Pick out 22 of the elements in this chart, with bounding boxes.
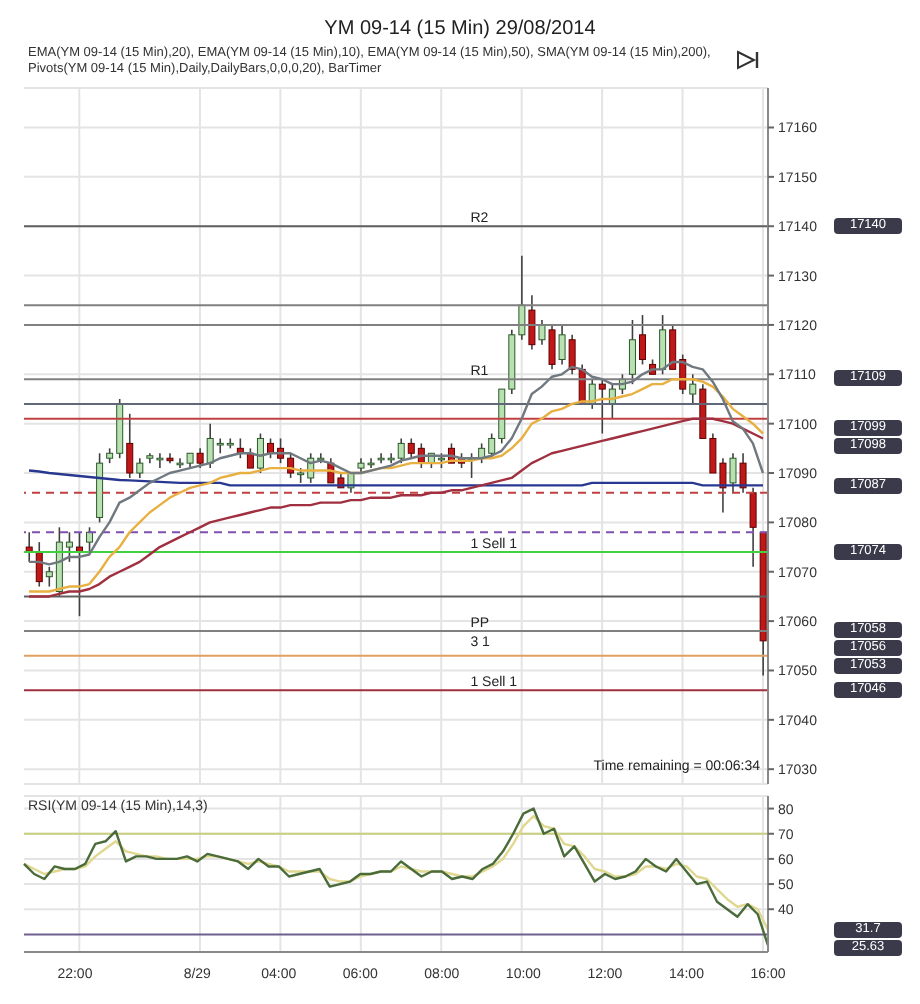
candlestick xyxy=(256,432,264,474)
line-series xyxy=(27,417,765,598)
candlestick xyxy=(739,452,747,494)
candlestick xyxy=(246,447,254,469)
line-series xyxy=(22,814,770,932)
candlestick xyxy=(598,378,606,435)
chart-title: YM 09-14 (15 Min) 29/08/2014 xyxy=(322,16,598,44)
candlestick xyxy=(86,526,94,553)
candlestick xyxy=(628,319,636,385)
candlestick xyxy=(659,314,667,376)
candlestick xyxy=(196,447,204,469)
candlestick xyxy=(729,452,737,494)
candlestick xyxy=(538,319,546,346)
candlestick xyxy=(568,334,576,376)
candlestick xyxy=(558,324,566,366)
candlestick xyxy=(689,373,697,405)
candlestick xyxy=(126,412,134,479)
candlestick xyxy=(639,314,647,366)
candlestick xyxy=(548,324,556,371)
candlestick xyxy=(528,294,536,351)
candlestick xyxy=(136,457,144,479)
candlestick xyxy=(749,487,757,568)
